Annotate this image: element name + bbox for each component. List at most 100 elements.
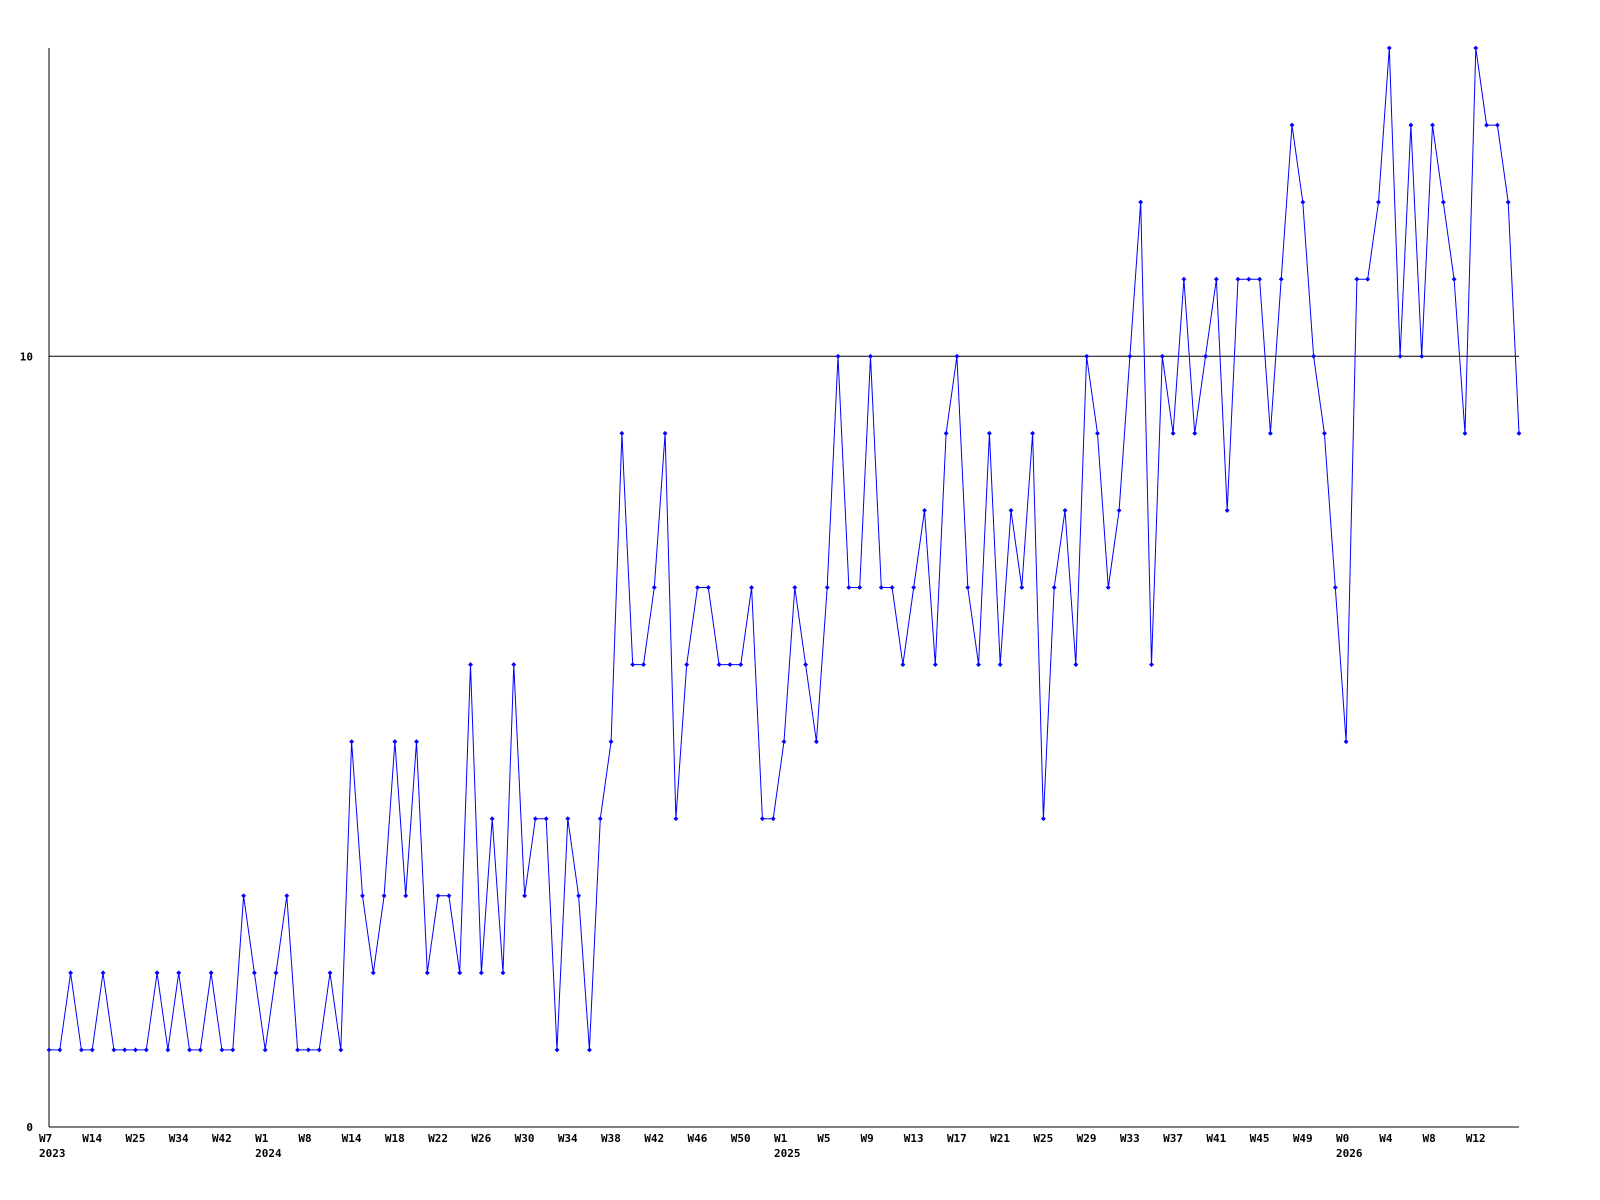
data-point (511, 662, 517, 667)
data-point (1203, 353, 1208, 359)
data-point (1430, 122, 1435, 128)
data-point (641, 662, 646, 667)
x-tick-label: W34 (558, 1132, 578, 1145)
x-tick-label: W1 (255, 1132, 269, 1145)
data-point (262, 1047, 268, 1053)
x-tick-label: W22 (428, 1132, 448, 1145)
data-point (478, 970, 484, 976)
series-line (49, 47, 1520, 1051)
data-point (1149, 662, 1154, 667)
data-point (1332, 585, 1338, 590)
data-point (187, 1047, 192, 1053)
data-point (349, 739, 355, 745)
data-point (1095, 430, 1100, 436)
data-point (705, 585, 711, 590)
x-tick-label: W25 (125, 1132, 145, 1145)
data-point (1235, 276, 1241, 282)
data-point (976, 662, 981, 667)
data-point (403, 893, 409, 899)
data-point (878, 585, 884, 590)
data-point (900, 662, 906, 667)
data-point (424, 970, 430, 976)
data-point (857, 585, 863, 590)
data-point (803, 662, 809, 667)
x-tick-label: W7 (39, 1132, 52, 1145)
data-point (1181, 276, 1187, 282)
data-point (273, 970, 279, 976)
data-point (814, 739, 819, 745)
data-point (446, 893, 452, 899)
data-point (1343, 739, 1349, 745)
x-tick-label: W1 (774, 1132, 788, 1145)
x-tick-label: W0 (1336, 1132, 1349, 1145)
data-point (662, 430, 668, 436)
data-point (997, 662, 1003, 667)
data-point (532, 816, 538, 822)
x-tick-label: W49 (1293, 1132, 1313, 1145)
data-point (824, 585, 830, 590)
y-tick-label: 0 (26, 1121, 33, 1134)
x-year-label: 2025 (774, 1147, 801, 1160)
data-point (251, 970, 257, 976)
x-tick-label: W14 (82, 1132, 102, 1145)
y-tick-label: 10 (20, 350, 33, 363)
data-point (457, 970, 463, 976)
data-point (1116, 508, 1122, 513)
data-point (1170, 430, 1176, 436)
data-point (608, 739, 614, 745)
x-tick-label: W46 (688, 1132, 708, 1145)
x-tick-label: W21 (990, 1132, 1010, 1145)
data-point (1213, 276, 1219, 282)
data-point (68, 970, 74, 976)
data-point (1073, 662, 1079, 667)
data-point (176, 970, 182, 976)
x-tick-label: W42 (212, 1132, 232, 1145)
axes (48, 48, 1519, 1128)
data-point (684, 662, 690, 667)
data-point (1386, 45, 1392, 51)
data-point (154, 970, 160, 976)
x-tick-label: W4 (1379, 1132, 1393, 1145)
data-point (381, 893, 387, 899)
data-point (587, 1047, 592, 1053)
data-point (46, 1047, 52, 1053)
data-point (1300, 199, 1306, 205)
data-point (1365, 276, 1371, 282)
data-point (1484, 122, 1489, 128)
x-tick-label: W18 (385, 1132, 405, 1145)
data-point (759, 816, 765, 822)
x-year-label: 2026 (1336, 1147, 1363, 1160)
data-point (749, 585, 754, 590)
x-tick-label: W8 (298, 1132, 311, 1145)
data-point (576, 893, 582, 899)
data-point (1451, 276, 1457, 282)
data-point (597, 816, 603, 822)
data-point (1267, 430, 1273, 436)
data-point (651, 585, 657, 590)
data-point (241, 893, 246, 899)
data-point (1494, 122, 1500, 128)
data-point (111, 1047, 117, 1053)
data-point (1473, 45, 1479, 51)
x-tick-label: W37 (1163, 1132, 1183, 1145)
data-point (327, 970, 333, 976)
data-point (500, 970, 506, 976)
data-point (1019, 585, 1025, 590)
y-axis-tick-labels: 0 10 (20, 350, 33, 1134)
data-point (1159, 353, 1165, 359)
data-point (554, 1047, 560, 1053)
data-point (392, 739, 398, 745)
data-point (1257, 276, 1263, 282)
data-point (1224, 508, 1230, 513)
x-tick-label: W14 (342, 1132, 362, 1145)
x-tick-label: W50 (731, 1132, 751, 1145)
x-tick-label: W38 (601, 1132, 621, 1145)
data-point (889, 585, 895, 590)
data-point (1040, 816, 1046, 822)
data-point (1192, 430, 1198, 436)
data-point (965, 585, 971, 590)
data-point (738, 662, 744, 667)
data-point (57, 1047, 63, 1053)
data-point (143, 1047, 149, 1053)
